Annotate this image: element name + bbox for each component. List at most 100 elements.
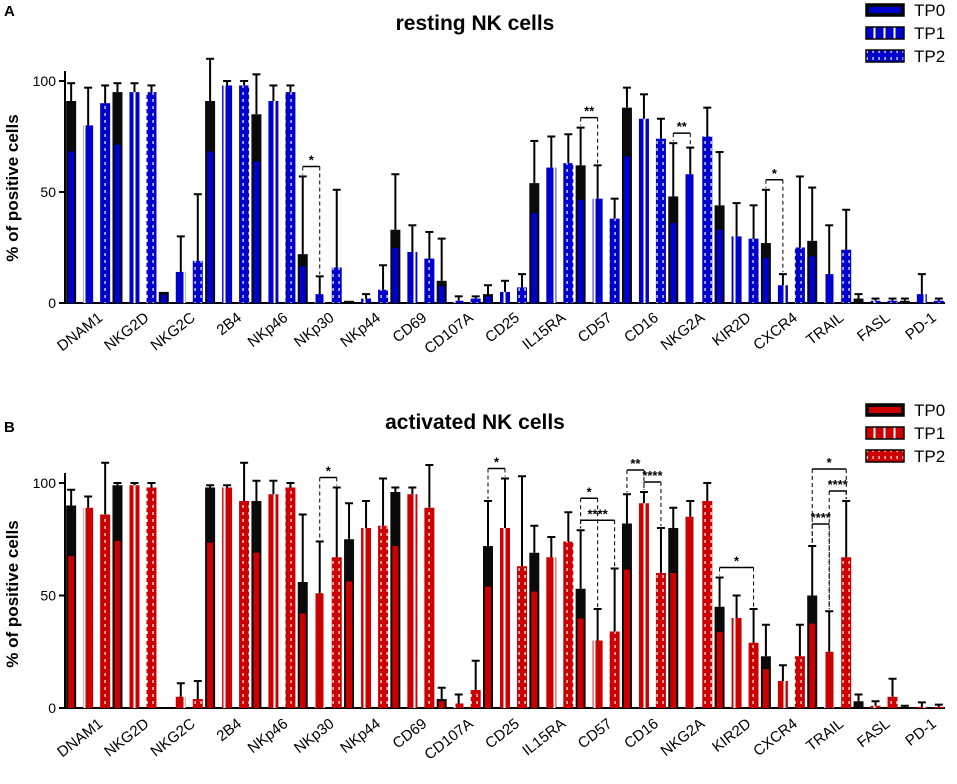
bar-TP1-NKp46 (268, 100, 279, 303)
bar-TP1-CD57 (592, 640, 603, 708)
x-tick-label-CD16: CD16 (621, 309, 662, 346)
sig-label: * (587, 484, 593, 499)
bar-TP1-CD57 (592, 198, 603, 303)
sig-label: * (827, 455, 833, 470)
legend-label-TP1: TP1 (914, 424, 945, 443)
bar-TP1-CD69 (407, 494, 418, 708)
x-tick-label-FASL: FASL (854, 715, 893, 751)
x-tick-label-CD25: CD25 (482, 715, 523, 752)
bar-fill-TP0-DNAM1 (68, 151, 75, 303)
bar-fill-TP0-KIR2D (716, 632, 723, 708)
bar-TP2-CD57 (609, 631, 620, 708)
bar-TP1-NKp30 (314, 593, 325, 708)
bar-fill-TP0-IL15RA (531, 213, 538, 303)
x-tick-label-2B4: 2B4 (213, 715, 245, 745)
bar-TP1-NKp44 (361, 298, 372, 303)
x-tick-label-IL15RA: IL15RA (519, 715, 569, 759)
legend-label-TP0: TP0 (914, 1, 945, 20)
bar-TP2-CD107A (470, 298, 481, 303)
bar-fill-TP0-NKG2A (670, 223, 677, 303)
bar-fill-TP0-CD16 (623, 156, 630, 303)
bar-TP2-NKG2D (146, 92, 157, 303)
bar-TP2-CD25 (517, 287, 527, 303)
legend-swatch-fill-TP0 (869, 7, 901, 13)
x-tick-label-CD25: CD25 (482, 309, 523, 346)
x-tick-label-PD-1: PD-1 (902, 309, 939, 343)
x-tick-label-NKp44: NKp44 (337, 715, 384, 757)
x-tick-label-NKp30: NKp30 (291, 309, 338, 351)
x-tick-label-IL15RA: IL15RA (519, 309, 569, 353)
panel-b-title: activated NK cells (385, 411, 565, 434)
bar-TP1-NKG2D (129, 92, 140, 303)
bar-TP2-NKG2A (702, 501, 713, 708)
bar-TP2-NKG2A (702, 136, 713, 303)
bar-fill-TP0-NKp46 (253, 552, 260, 708)
legend-swatch-fill-TP0 (869, 407, 901, 413)
x-tick-label-CD69: CD69 (390, 715, 431, 752)
bar-TP1-NKp30 (314, 294, 325, 303)
sig-label: * (772, 166, 778, 181)
bar-TP2-CXCR4 (794, 247, 805, 303)
x-tick-label-CD57: CD57 (575, 309, 616, 346)
x-tick-label-NKG2A: NKG2A (658, 309, 709, 354)
sig-label: ** (584, 104, 595, 119)
bar-TP2-CD57 (609, 218, 620, 303)
bar-fill-TP0-2B4 (207, 151, 214, 303)
bar-fill-TP0-KIR2D (716, 229, 723, 303)
x-tick-label-CD107A: CD107A (421, 715, 476, 763)
sig-label: ** (677, 119, 688, 134)
bar-TP1-NKG2A (685, 516, 696, 708)
x-tick-label-CXCR4: CXCR4 (750, 715, 801, 760)
bar-fill-TP0-CD57 (577, 618, 584, 708)
y-tick-label: 100 (33, 475, 57, 491)
bar-TP0-FASL (853, 701, 864, 708)
bar-TP2-TRAIL (841, 249, 852, 303)
bar-TP1-CD25 (500, 291, 510, 303)
bar-fill-TP0-CD69 (392, 248, 399, 303)
bar-TP1-NKp46 (268, 494, 279, 708)
x-tick-label-CD107A: CD107A (421, 309, 476, 357)
bar-fill-TP0-CD25 (485, 296, 491, 303)
legend-swatch-TP1 (865, 26, 905, 40)
x-tick-label-TRAIL: TRAIL (803, 715, 847, 755)
x-tick-label-DNAM1: DNAM1 (54, 715, 106, 761)
x-tick-label-CD69: CD69 (390, 309, 431, 346)
bar-TP0-NKp44 (344, 300, 355, 303)
y-tick-label: 0 (48, 700, 56, 716)
bar-TP1-PD-1 (916, 706, 927, 708)
bar-TP1-CD69 (407, 251, 418, 303)
bar-TP1-NKG2D (129, 485, 140, 708)
legend-swatch-TP1 (865, 426, 905, 440)
bar-TP2-FASL (887, 696, 898, 708)
x-tick-label-CD16: CD16 (621, 715, 662, 752)
bar-TP1-CD16 (638, 503, 649, 708)
x-tick-label-NKG2D: NKG2D (101, 309, 152, 354)
bar-TP1-TRAIL (824, 651, 835, 708)
bar-fill-TP0-NKp46 (253, 161, 260, 303)
bar-TP2-CD16 (655, 138, 666, 303)
bar-TP2-IL15RA (563, 163, 574, 303)
panel-a-ylabel: % of positive cells (3, 114, 22, 261)
x-tick-label-NKG2C: NKG2C (147, 309, 198, 354)
legend-label-TP2: TP2 (914, 447, 945, 466)
panel-b-label: B (4, 419, 15, 436)
x-tick-label-CD57: CD57 (575, 715, 616, 752)
bar-TP1-CXCR4 (777, 285, 788, 303)
bar-fill-TP0-NKp30 (299, 613, 306, 708)
legend-swatch-TP2 (865, 49, 905, 63)
bar-TP2-IL15RA (563, 541, 574, 708)
bar-TP2-DNAM1 (100, 103, 111, 303)
bar-TP2-NKG2D (146, 487, 157, 708)
bar-TP1-2B4 (222, 487, 233, 708)
bar-TP1-DNAM1 (83, 125, 94, 304)
bar-TP1-NKG2C (175, 271, 186, 303)
bar-TP1-CD107A (453, 300, 464, 303)
bar-fill-TP0-IL15RA (531, 591, 538, 708)
bar-fill-TP0-TRAIL (809, 256, 816, 303)
bar-TP2-NKG2C (192, 260, 203, 303)
bar-fill-TP0-2B4 (207, 542, 214, 708)
bar-TP0-PD-1 (899, 300, 910, 303)
